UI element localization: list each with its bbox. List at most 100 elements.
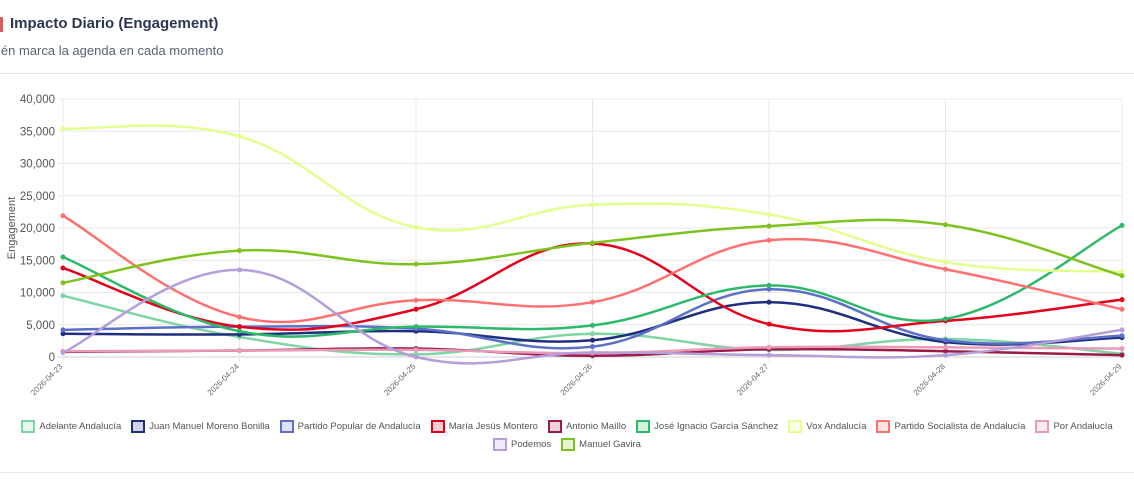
- data-point: [60, 280, 66, 286]
- data-point: [60, 327, 66, 333]
- legend-swatch: [493, 437, 508, 451]
- legend-item[interactable]: Vox Andalucía: [788, 419, 867, 433]
- data-point: [1119, 327, 1125, 333]
- data-point: [766, 352, 772, 358]
- legend-label: Por Andalucía: [1053, 420, 1113, 432]
- y-tick-label: 10,000: [20, 288, 55, 300]
- legend-item[interactable]: Partido Popular de Andalucía: [279, 419, 421, 433]
- data-point: [413, 297, 419, 303]
- data-point: [1119, 297, 1125, 303]
- data-point: [1119, 222, 1125, 228]
- footer-divider: [0, 472, 1134, 473]
- legend-label: María Jesús Montero: [448, 420, 538, 432]
- engagement-line-chart: 0 5,000 10,000 15,000 20,000 25,000 30,000 35,0…: [6, 94, 1125, 398]
- legend-item[interactable]: Podemos: [493, 437, 552, 451]
- data-point: [766, 299, 772, 305]
- legend-swatch: [21, 419, 36, 433]
- legend-swatch: [561, 437, 576, 451]
- legend-item[interactable]: Manuel Gavira: [561, 437, 641, 451]
- x-tick-label: 2026-04-29: [1088, 362, 1124, 398]
- y-axis-label: Engagement: [6, 197, 18, 259]
- chart-subtitle: ién marca la agenda en cada momento: [0, 43, 224, 58]
- x-tick-label: 2026-04-25: [382, 362, 418, 398]
- chart-legend: Adelante Andalucía Juan Manuel Moreno Bon…: [0, 417, 1134, 453]
- legend-swatch: [876, 419, 891, 433]
- legend-swatch: [430, 419, 445, 433]
- y-tick-label: 15,000: [20, 255, 55, 267]
- data-point: [237, 328, 242, 334]
- data-point: [590, 240, 595, 246]
- data-point: [590, 337, 595, 343]
- legend-label: Adelante Andalucía: [39, 420, 122, 432]
- data-point: [60, 331, 66, 337]
- legend-label: Vox Andalucía: [806, 420, 867, 432]
- y-tick-label: 35,000: [20, 126, 55, 138]
- data-point: [413, 306, 419, 312]
- data-point: [943, 344, 948, 350]
- legend-swatch: [279, 419, 294, 433]
- legend-row: Podemos Manuel Gavira: [0, 435, 1134, 453]
- data-point: [237, 248, 242, 254]
- data-point: [943, 316, 948, 322]
- legend-label: Podemos: [511, 438, 552, 450]
- legend-label: Juan Manuel Moreno Bonilla: [149, 420, 270, 432]
- legend-item[interactable]: Juan Manuel Moreno Bonilla: [131, 419, 270, 433]
- data-point: [237, 133, 242, 139]
- data-point: [1119, 306, 1125, 312]
- data-point: [943, 348, 948, 354]
- y-tick-label: 0: [49, 352, 55, 364]
- data-point: [766, 223, 772, 229]
- data-point: [766, 282, 772, 288]
- data-point: [413, 224, 419, 230]
- x-tick-label: 2026-04-24: [206, 362, 242, 398]
- legend-swatch: [131, 419, 146, 433]
- y-tick-label: 5,000: [26, 320, 55, 332]
- data-point: [1119, 352, 1125, 358]
- legend-item[interactable]: María Jesús Montero: [430, 419, 538, 433]
- legend-swatch: [1035, 419, 1050, 433]
- data-point: [237, 348, 242, 354]
- legend-item[interactable]: José Ignacio García Sánchez: [636, 419, 779, 433]
- legend-label: José Ignacio García Sánchez: [654, 420, 779, 432]
- legend-label: Partido Popular de Andalucía: [297, 420, 421, 432]
- data-point: [766, 211, 772, 217]
- data-point: [60, 254, 66, 260]
- data-point: [60, 213, 66, 219]
- y-tick-label: 25,000: [20, 191, 55, 203]
- data-point: [590, 331, 595, 337]
- data-point: [943, 337, 948, 343]
- data-point: [60, 126, 66, 132]
- data-point: [413, 261, 419, 267]
- data-point: [237, 324, 242, 330]
- x-tick-label: 2026-04-28: [912, 362, 948, 398]
- data-point: [413, 347, 419, 353]
- data-point: [590, 322, 595, 328]
- data-point: [237, 314, 242, 320]
- legend-item[interactable]: Adelante Andalucía: [21, 419, 122, 433]
- data-point: [766, 344, 772, 350]
- legend-row: Adelante Andalucía Juan Manuel Moreno Bon…: [0, 417, 1134, 435]
- legend-item[interactable]: Antonio Maíllo: [547, 419, 626, 433]
- data-point: [590, 349, 595, 355]
- legend-item[interactable]: Por Andalucía: [1035, 419, 1113, 433]
- legend-swatch: [636, 419, 651, 433]
- y-tick-label: 40,000: [20, 94, 55, 106]
- data-point: [1119, 273, 1125, 279]
- data-point: [943, 266, 948, 272]
- data-point: [943, 352, 948, 358]
- data-point: [413, 354, 419, 360]
- chart-title: Impacto Diario (Engagement): [10, 15, 219, 32]
- data-point: [60, 265, 66, 271]
- y-tick-label: 20,000: [20, 223, 55, 235]
- legend-item[interactable]: Partido Socialista de Andalucía: [876, 419, 1025, 433]
- x-tick-label: 2026-04-27: [735, 362, 771, 398]
- legend-swatch: [547, 419, 562, 433]
- data-point: [766, 286, 772, 292]
- legend-swatch: [788, 419, 803, 433]
- calendar-icon: [0, 17, 3, 32]
- x-tick-label: 2026-04-26: [559, 362, 595, 398]
- data-point: [590, 299, 595, 305]
- data-point: [766, 321, 772, 327]
- data-point: [237, 267, 242, 273]
- data-point: [1119, 269, 1125, 275]
